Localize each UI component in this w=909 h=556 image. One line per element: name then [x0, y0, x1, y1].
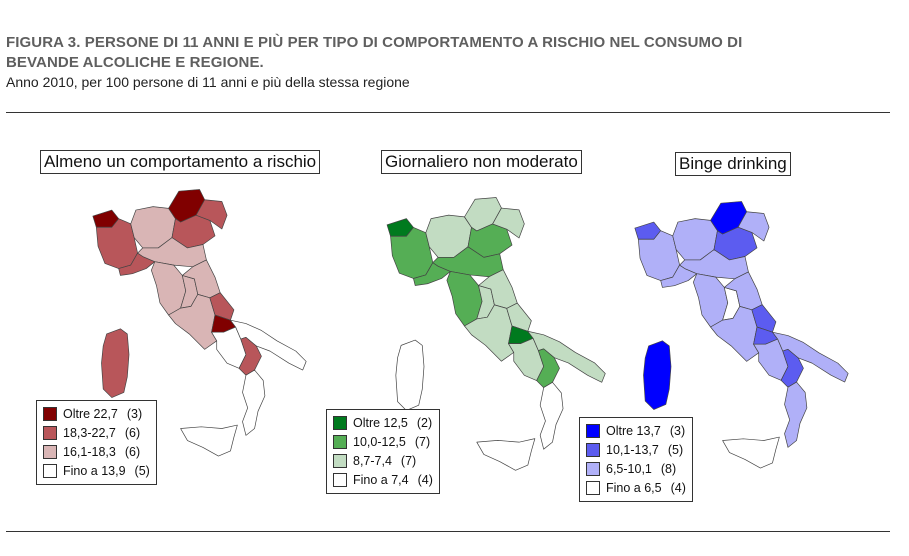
legend-swatch — [333, 434, 347, 449]
map-title-3: Binge drinking — [675, 152, 791, 176]
region-sicilia — [180, 424, 238, 457]
legend-swatch — [333, 453, 347, 468]
legend-count: (8) — [660, 461, 677, 476]
legend-count: (7) — [414, 434, 431, 449]
figure-header: FIGURA 3. PERSONE DI 11 ANNI E PIÙ PER T… — [6, 33, 896, 90]
legend-label: 16,1-18,3 — [63, 444, 116, 459]
legend-label: Fino a 7,4 — [353, 472, 409, 487]
region-abruzzo — [506, 302, 532, 332]
legend-swatch — [333, 415, 347, 430]
legend-label: 18,3-22,7 — [63, 425, 116, 440]
map-title-2: Giornaliero non moderato — [381, 150, 582, 174]
region-sardegna — [643, 340, 672, 410]
legend-swatch — [43, 406, 57, 421]
legend-swatch — [43, 463, 57, 478]
figure-title-line1: FIGURA 3. PERSONE DI 11 ANNI E PIÙ PER T… — [6, 34, 743, 51]
legend-label: 10,1-13,7 — [606, 442, 659, 457]
legend-item: 10,1-13,7 (5) — [586, 440, 686, 459]
region-abruzzo — [751, 304, 777, 333]
legend-count: (7) — [400, 453, 417, 468]
legend-label: Oltre 13,7 — [606, 423, 661, 438]
bottom-divider — [6, 531, 890, 532]
region-calabria — [784, 381, 808, 448]
legend-count: (5) — [667, 442, 684, 457]
legend-swatch — [43, 425, 57, 440]
legend-swatch — [586, 480, 600, 495]
legend-swatch — [43, 444, 57, 459]
legend-swatch — [586, 423, 600, 438]
figure-subtitle: Anno 2010, per 100 persone di 11 anni e … — [6, 74, 410, 90]
legend-label: Fino a 6,5 — [606, 480, 662, 495]
legend-item: 8,7-7,4 (7) — [333, 451, 433, 470]
legend-swatch — [586, 461, 600, 476]
region-sardegna — [101, 328, 130, 398]
legend-label: Oltre 12,5 — [353, 415, 408, 430]
legend-item: Oltre 22,7 (3) — [43, 404, 150, 423]
top-divider — [6, 112, 890, 113]
figure-title-line2: BEVANDE ALCOLICHE E REGIONE. — [6, 54, 264, 71]
legend-item: Fino a 13,9 (5) — [43, 461, 150, 480]
legend-swatch — [333, 472, 347, 487]
map-title-1: Almeno un comportamento a rischio — [40, 150, 321, 174]
region-friuli-venezia-giulia — [737, 211, 770, 242]
region-calabria — [539, 381, 564, 450]
legend-count: (3) — [126, 406, 143, 421]
legend-count: (3) — [669, 423, 686, 438]
legend-map-3: Oltre 13,7 (3) 10,1-13,7 (5) 6,5-10,1 (8) Fino… — [579, 417, 693, 502]
map-regions-group — [92, 189, 307, 457]
region-friuli-venezia-giulia — [492, 207, 525, 239]
legend-item: 18,3-22,7 (6) — [43, 423, 150, 442]
legend-label: Fino a 13,9 — [63, 463, 126, 478]
region-friuli-venezia-giulia — [195, 199, 228, 230]
region-emilia-romagna — [679, 249, 749, 280]
legend-item: Oltre 13,7 (3) — [586, 421, 686, 440]
region-abruzzo — [209, 292, 235, 321]
map-regions-group — [634, 201, 849, 469]
legend-count: (2) — [416, 415, 433, 430]
region-sicilia — [476, 438, 536, 471]
legend-item: Oltre 12,5 (2) — [333, 413, 433, 432]
legend-count: (4) — [417, 472, 433, 487]
legend-count: (4) — [670, 480, 686, 495]
legend-swatch — [586, 442, 600, 457]
legend-map-2: Oltre 12,5 (2) 10,0-12,5 (7) 8,7-7,4 (7) Fino … — [326, 409, 440, 494]
region-emilia-romagna — [432, 246, 504, 278]
region-emilia-romagna — [137, 237, 207, 268]
legend-map-1: Oltre 22,7 (3) 18,3-22,7 (6) 16,1-18,3 (6) Fin… — [36, 400, 157, 485]
region-sicilia — [722, 436, 780, 469]
legend-item: Fino a 6,5 (4) — [586, 478, 686, 497]
legend-item: Fino a 7,4 (4) — [333, 470, 433, 489]
legend-item: 6,5-10,1 (8) — [586, 459, 686, 478]
legend-label: 8,7-7,4 — [353, 453, 392, 468]
legend-count: (6) — [124, 444, 141, 459]
legend-label: 10,0-12,5 — [353, 434, 406, 449]
region-sardegna — [395, 339, 425, 411]
legend-count: (6) — [124, 425, 141, 440]
legend-count: (5) — [134, 463, 150, 478]
legend-label: Oltre 22,7 — [63, 406, 118, 421]
legend-item: 16,1-18,3 (6) — [43, 442, 150, 461]
region-calabria — [242, 369, 266, 436]
map-regions-group — [386, 197, 606, 471]
legend-item: 10,0-12,5 (7) — [333, 432, 433, 451]
legend-label: 6,5-10,1 — [606, 461, 652, 476]
